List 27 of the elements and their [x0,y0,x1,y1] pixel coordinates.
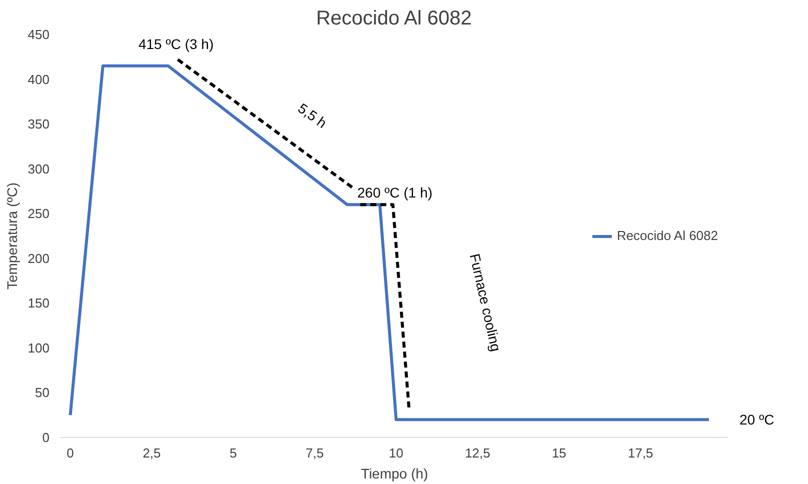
y-tick-label: 350 [28,116,50,132]
x-tick-label: 0 [66,446,74,460]
chart-title: Recocido Al 6082 [316,8,472,30]
y-tick-label: 300 [28,161,50,176]
annotation: 415 ºC (3 h) [138,36,214,52]
x-tick-label: 2,5 [142,446,161,460]
x-tick-label: 7,5 [306,446,324,460]
y-tick-label: 250 [28,206,50,222]
x-tick-label: 17,5 [628,446,654,460]
y-tick-label: 50 [35,385,50,400]
legend-label: Recocido Al 6082 [616,228,718,243]
y-tick-label: 400 [28,72,50,87]
annotation: 5,5 h [295,100,330,132]
annotation: 20 ºC [740,412,774,428]
y-tick-label: 100 [28,340,50,356]
annotation: Furnace cooling [466,252,504,353]
annotation: 260 ºC (1 h) [357,184,432,201]
x-tick-label: 12,5 [464,446,490,460]
x-tick-label: 15 [552,446,566,460]
x-axis-title: Tiempo (h) [360,466,428,482]
x-tick-label: 10 [388,446,404,460]
x-tick-label: 5 [230,446,237,460]
y-tick-label: 200 [28,250,50,266]
y-tick-label: 450 [28,27,50,42]
y-tick-label: 150 [28,296,50,311]
y-tick-label: 0 [42,430,50,445]
y-axis-title: Temperatura (ºC) [4,182,20,290]
